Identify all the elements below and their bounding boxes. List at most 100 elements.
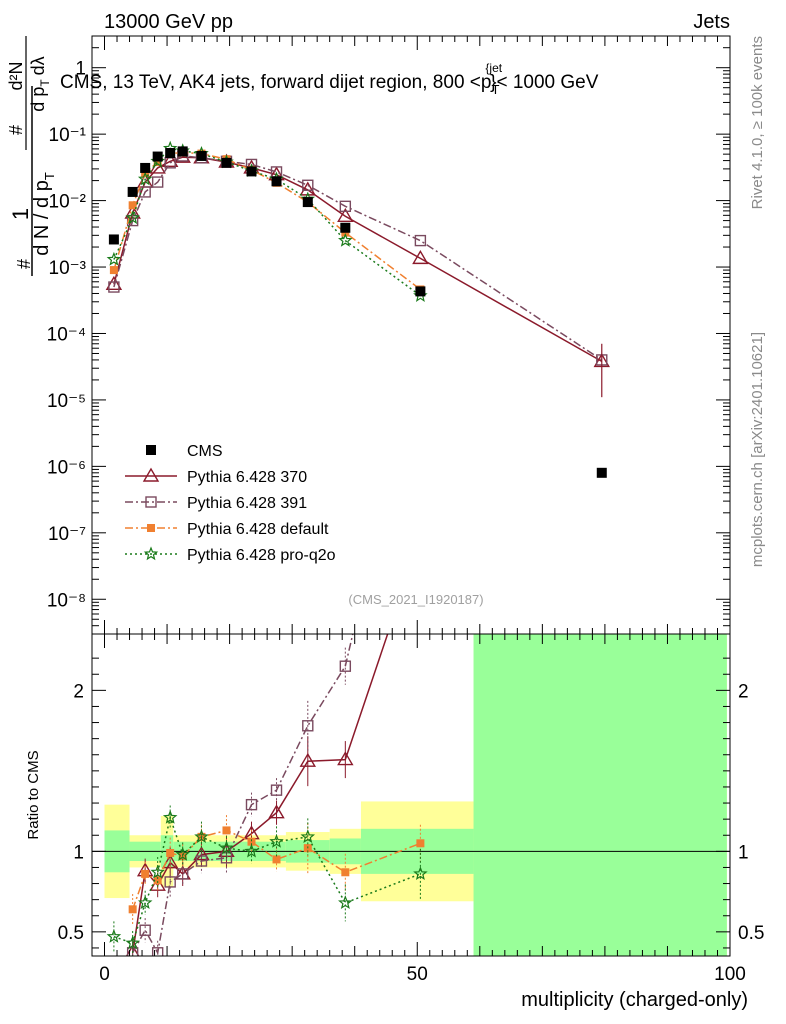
main-point-pythia-6-428-370-4 [161, 152, 179, 168]
x-axis-label: multiplicity (charged-only) [521, 989, 748, 1011]
main-point-pythia-6-428-pro-q2o-0 [106, 251, 122, 266]
main-ytick-label: 10⁻⁵ [47, 391, 86, 412]
main-point-pythia-6-428-pro-q2o-2 [137, 171, 153, 186]
main-point-cms-8 [246, 166, 257, 177]
main-point-pythia-6-428-391-2 [139, 186, 151, 198]
ylabel-hash-left: # [14, 259, 34, 269]
ratio-xtick-label: 50 [407, 964, 428, 985]
legend-marker-pythia-6-428-370 [142, 467, 160, 482]
ratio-band-inner-7 [473, 634, 727, 956]
main-series-pythia-6-428-pro-q2o [106, 140, 428, 302]
side-mcplots-label: mcplots.cern.ch [arXiv:2401.10621] [749, 332, 766, 567]
ratio-point-pythia-6-428-370-5 [193, 846, 210, 861]
ratio-xtick-label: 100 [714, 964, 746, 985]
main-point-pythia-6-428-pro-q2o-1 [125, 210, 140, 225]
legend-label-pythia-6-428-370: Pythia 6.428 370 [187, 469, 307, 486]
ratio-ytick-label-right: 2 [738, 681, 749, 702]
ratio-point-pythia-6-428-391-9 [302, 720, 314, 732]
ratio-point-pythia-6-428-pro-q2o-6 [194, 829, 209, 844]
main-point-pythia-6-428-370-11 [337, 207, 354, 223]
main-point-pythia-6-428-391-12 [414, 234, 427, 247]
ratio-point-pythia-6-428-370-10 [337, 751, 354, 766]
legend-marker-pythia-6-428-default [147, 524, 155, 532]
ratio-point-pythia-6-428-391-2 [151, 947, 164, 956]
ylabel-one: 1 [8, 208, 33, 220]
main-point-pythia-6-428-391-3 [151, 176, 164, 188]
main-ytick-label: 10⁻⁷ [48, 524, 86, 545]
main-point-cms-7 [221, 157, 232, 168]
ratio-point-pythia-6-428-default-0 [128, 905, 137, 914]
legend-marker-pythia-6-428-pro-q2o [143, 546, 159, 561]
ratio-point-pythia-6-428-default-2 [153, 876, 162, 885]
ratio-ytick-label-right: 0.5 [738, 923, 764, 944]
ylabel-dN-dpT: d N / d pT [31, 172, 57, 256]
ratio-point-pythia-6-428-default-7 [247, 837, 256, 846]
main-series-pythia-6-428-370 [105, 148, 610, 368]
ylabel-d2N: d²N [6, 61, 26, 90]
ratio-y-axis-label: Ratio to CMS [25, 750, 42, 839]
legend-marker-cms [146, 445, 156, 455]
main-point-cms-3 [152, 151, 163, 162]
ratio-point-pythia-6-428-pro-q2o-5 [175, 846, 190, 861]
ratio-point-pythia-6-428-default-6 [222, 826, 231, 835]
ratio-point-pythia-6-428-default-10 [341, 868, 350, 877]
main-ytick-label: 1 [75, 59, 86, 80]
ratio-point-pythia-6-428-pro-q2o-3 [150, 864, 165, 879]
main-point-cms-2 [140, 162, 151, 173]
legend: CMS Pythia 6.428 370 Pythia 6.428 391 Pythi… [125, 443, 336, 564]
ratio-point-pythia-6-428-391-4 [176, 868, 189, 880]
main-point-pythia-6-428-default-1 [128, 201, 137, 210]
main-ytick-label: 10⁻⁶ [47, 457, 86, 478]
ratio-line-pythia-6-428-391 [132, 634, 354, 956]
ylabel-dpT-dlambda: d pTdλ [28, 56, 52, 111]
ratio-point-pythia-6-428-default-11 [416, 839, 425, 848]
side-rivet-label: Rivet 4.1.0, ≥ 100k events [749, 36, 766, 209]
ratio-point-pythia-6-428-pro-q2o-0 [106, 929, 122, 943]
main-point-cms-1 [127, 186, 138, 197]
main-point-cms-6 [196, 150, 207, 161]
header-jets-label: Jets [693, 11, 730, 33]
main-line-pythia-6-428-pro-q2o [113, 147, 421, 297]
ratio-ytick-label-left: 0.5 [58, 923, 84, 944]
ratio-series-pythia-6-428-pro-q2o [106, 805, 428, 956]
main-ytick-label: 10⁻¹ [49, 125, 87, 146]
ratio-point-pythia-6-428-pro-q2o-12 [413, 866, 428, 881]
legend-label-pythia-6-428-pro-q2o: Pythia 6.428 pro-q2o [187, 547, 336, 564]
main-plot-frame [91, 35, 731, 635]
main-series-cms [108, 146, 607, 478]
ratio-point-pythia-6-428-391-8 [270, 784, 283, 796]
main-point-cms-5 [177, 146, 188, 157]
main-point-pythia-6-428-370-0 [105, 275, 123, 290]
legend-label-cms: CMS [187, 443, 223, 460]
ratio-point-pythia-6-428-default-3 [166, 848, 175, 857]
ratio-point-pythia-6-428-370-9 [299, 752, 317, 767]
main-point-cms-13 [596, 467, 607, 478]
main-point-cms-11 [340, 222, 351, 233]
ratio-point-pythia-6-428-pro-q2o-4 [162, 809, 178, 824]
main-line-pythia-6-428-370 [113, 156, 603, 363]
main-series-pythia-6-428-391 [108, 150, 608, 366]
ratio-point-pythia-6-428-pro-q2o-9 [269, 834, 284, 848]
main-point-pythia-6-428-default-3 [153, 158, 162, 167]
main-point-pythia-6-428-pro-q2o-11 [338, 232, 353, 247]
ratio-point-pythia-6-428-pro-q2o-2 [137, 895, 153, 910]
ratio-line-pythia-6-428-370 [131, 634, 389, 953]
ylabel-hash-right: # [6, 125, 26, 135]
ratio-ytick-label-left: 1 [73, 842, 84, 863]
ratio-point-pythia-6-428-391-1 [139, 924, 151, 936]
legend-marker-pythia-6-428-391 [145, 496, 157, 508]
main-point-pythia-6-428-391-10 [302, 179, 314, 191]
ratio-point-pythia-6-428-391-10 [339, 660, 352, 672]
main-point-cms-10 [302, 197, 313, 208]
ratio-point-pythia-6-428-pro-q2o-7 [219, 840, 234, 855]
ratio-point-pythia-6-428-391-5 [195, 855, 208, 867]
plot-title: CMS, 13 TeV, AK4 jets, forward dijet reg… [60, 61, 599, 97]
legend-label-pythia-6-428-default: Pythia 6.428 default [187, 521, 329, 538]
ratio-point-pythia-6-428-default-1 [141, 869, 150, 878]
ratio-point-pythia-6-428-pro-q2o-8 [244, 843, 259, 858]
main-point-pythia-6-428-370-12 [412, 249, 429, 265]
main-point-cms-0 [108, 234, 119, 245]
main-line-pythia-6-428-391 [113, 155, 603, 361]
ratio-point-pythia-6-428-default-8 [272, 855, 281, 864]
